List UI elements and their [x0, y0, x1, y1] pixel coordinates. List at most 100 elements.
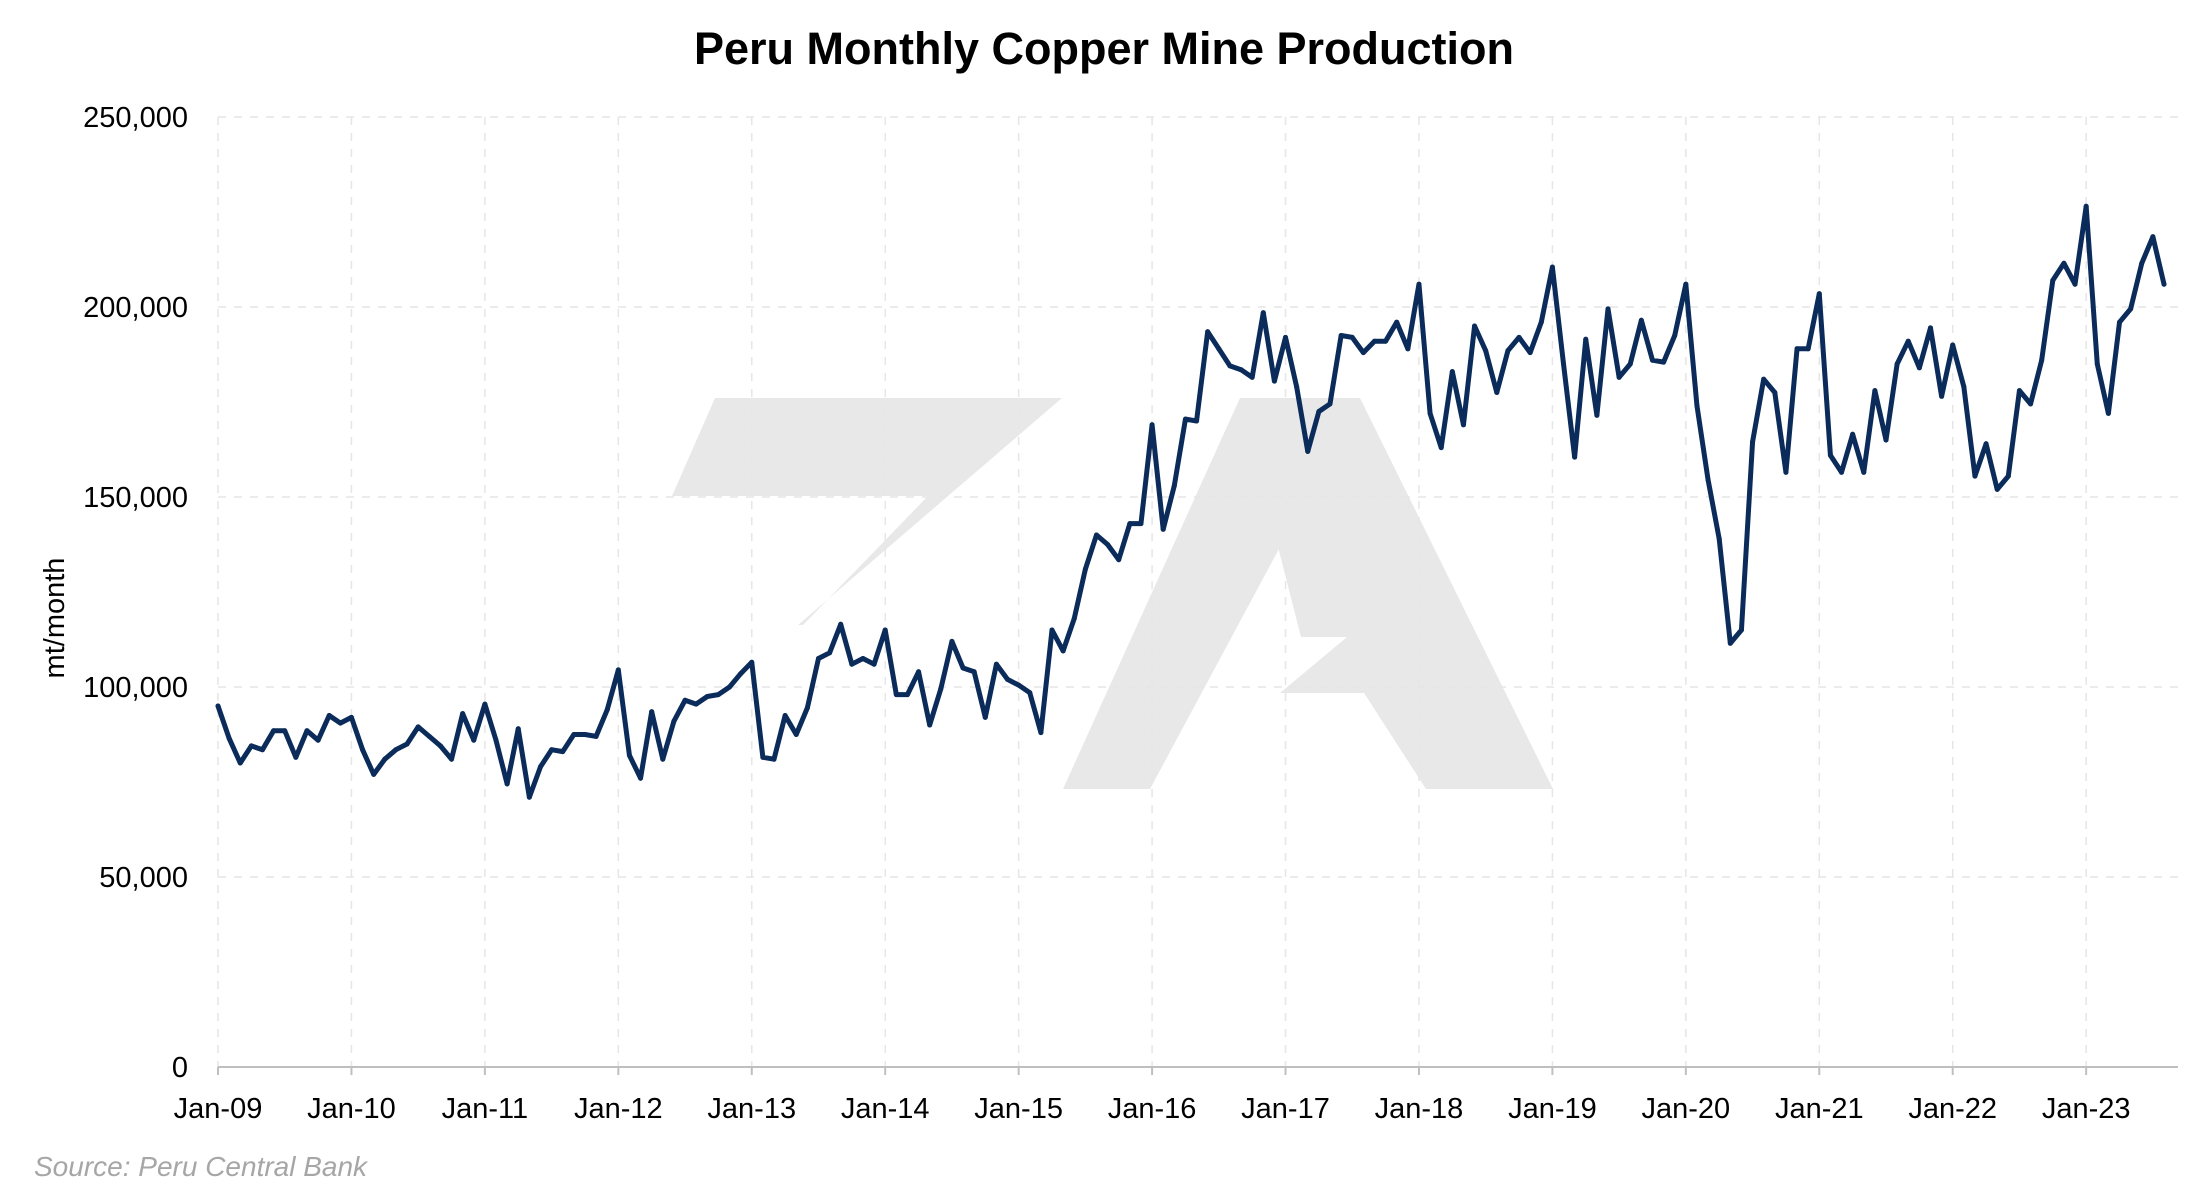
data-point — [682, 697, 688, 703]
data-point — [2050, 277, 2056, 283]
data-point — [1572, 454, 1578, 460]
data-point — [649, 709, 655, 715]
data-point — [849, 661, 855, 667]
data-point — [1505, 348, 1511, 354]
data-point — [293, 754, 299, 760]
7a-logo-watermark-icon — [672, 398, 1553, 789]
data-point — [437, 743, 443, 749]
x-tick-label: Jan-17 — [1241, 1093, 1330, 1125]
data-point — [426, 733, 432, 739]
data-point — [1916, 365, 1922, 371]
data-point — [1238, 367, 1244, 373]
data-point — [2083, 203, 2089, 209]
data-point — [1271, 378, 1277, 384]
data-point — [571, 732, 577, 737]
data-point — [526, 794, 532, 800]
data-point — [2094, 361, 2100, 367]
data-point — [838, 621, 844, 627]
data-point — [1182, 416, 1188, 422]
data-point — [2005, 473, 2011, 479]
x-axis-tick-labels: Jan-09 Jan-10 Jan-11 Jan-12 Jan-13 Jan-14 Jan-… — [174, 1067, 2131, 1125]
watermark-a-shape — [1240, 398, 1553, 789]
data-point — [1727, 640, 1733, 646]
x-tick-label: Jan-23 — [2042, 1093, 2131, 1125]
data-point — [1983, 441, 1989, 447]
data-point — [604, 707, 610, 713]
data-point — [1527, 350, 1533, 356]
data-point — [1049, 627, 1055, 633]
data-point — [1494, 390, 1500, 395]
data-point — [1060, 648, 1066, 654]
data-point — [282, 728, 288, 734]
data-point — [549, 747, 555, 753]
data-point — [1171, 483, 1177, 489]
x-tick-label: Jan-11 — [442, 1093, 529, 1125]
data-point — [2150, 234, 2156, 240]
data-point — [904, 692, 910, 698]
data-point — [960, 665, 966, 671]
data-point — [1805, 346, 1811, 352]
data-point — [1516, 334, 1522, 340]
data-point — [626, 752, 632, 758]
data-point — [415, 724, 421, 730]
data-point — [704, 694, 710, 699]
data-point — [1360, 350, 1366, 356]
data-point — [871, 661, 877, 667]
data-point — [760, 754, 766, 760]
data-point — [1750, 439, 1756, 445]
data-point — [1472, 323, 1478, 329]
data-point — [1449, 369, 1455, 375]
data-point — [1093, 532, 1099, 538]
data-point — [1349, 334, 1355, 340]
data-point — [1761, 376, 1767, 382]
data-point — [1038, 730, 1044, 736]
data-point — [1972, 473, 1978, 479]
data-point — [1082, 566, 1088, 572]
data-point — [1005, 676, 1011, 682]
data-point — [893, 692, 899, 698]
data-point — [2039, 357, 2045, 363]
data-point — [1638, 317, 1644, 323]
data-point — [638, 775, 644, 781]
data-point — [1672, 333, 1678, 338]
data-point — [1794, 346, 1800, 352]
data-point — [882, 627, 888, 633]
data-point — [471, 737, 477, 743]
data-point — [515, 726, 521, 732]
data-point — [1405, 346, 1411, 352]
grid-lines — [217, 116, 2178, 1067]
data-point — [1661, 359, 1667, 365]
data-point — [938, 686, 944, 692]
data-point — [215, 703, 221, 709]
data-point — [2139, 260, 2145, 266]
x-tick-label: Jan-10 — [307, 1093, 396, 1125]
data-point — [326, 713, 332, 718]
data-point — [493, 737, 499, 743]
data-point — [1583, 336, 1589, 342]
data-point — [2061, 260, 2067, 266]
data-point — [1438, 445, 1444, 451]
data-point — [226, 735, 232, 741]
x-tick-label: Jan-21 — [1775, 1093, 1864, 1125]
data-point — [1594, 412, 1600, 418]
data-point — [1027, 690, 1033, 696]
x-tick-label: Jan-14 — [841, 1093, 930, 1125]
watermark-a-left-leg-shape — [1063, 398, 1360, 789]
data-point — [2161, 281, 2167, 287]
data-point — [1772, 390, 1778, 395]
data-point — [271, 728, 277, 734]
data-point — [1894, 361, 1900, 367]
data-point — [1549, 264, 1555, 270]
data-point — [1216, 346, 1222, 352]
data-point — [804, 705, 810, 711]
y-tick-label: 150,000 — [83, 482, 188, 514]
data-point — [1249, 374, 1255, 380]
watermark-seven-shape — [672, 398, 1062, 625]
x-tick-label: Jan-09 — [174, 1093, 263, 1125]
x-tick-label: Jan-22 — [1908, 1093, 1997, 1125]
data-point — [2117, 319, 2123, 325]
data-point — [1861, 469, 1867, 475]
data-point — [2072, 281, 2078, 287]
data-point — [1149, 422, 1155, 428]
data-point — [1016, 682, 1022, 688]
